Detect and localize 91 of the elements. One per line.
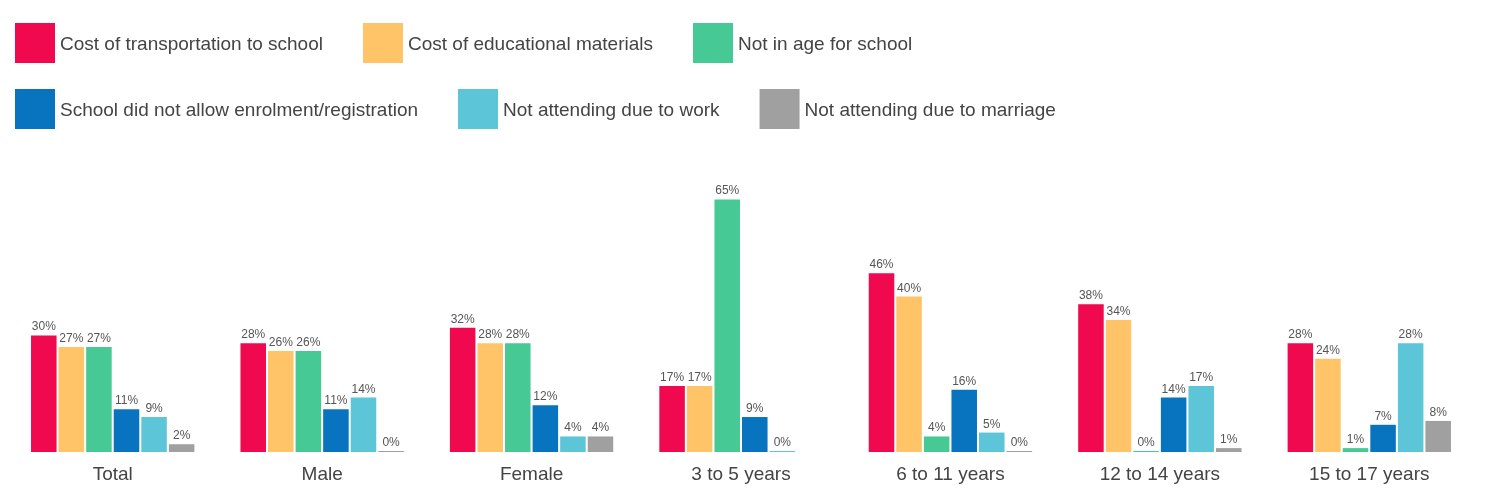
data-label: 14% xyxy=(1161,381,1186,396)
bar xyxy=(742,417,768,452)
data-label: 28% xyxy=(241,327,266,342)
data-label: 26% xyxy=(268,334,294,349)
bar xyxy=(113,409,140,452)
data-label: 46% xyxy=(869,257,894,272)
x-tick-label: 3 to 5 years xyxy=(691,463,791,484)
bar xyxy=(686,385,713,452)
bar xyxy=(1315,358,1341,452)
bar xyxy=(896,296,922,452)
bar xyxy=(1342,448,1369,452)
bar xyxy=(31,335,57,452)
bar xyxy=(587,436,614,452)
data-label: 0% xyxy=(1137,435,1156,449)
bar xyxy=(560,436,586,452)
bar xyxy=(1188,385,1214,452)
bar xyxy=(295,350,322,452)
data-label: 32% xyxy=(450,311,475,326)
legend-label: Cost of transportation to school xyxy=(60,32,323,54)
x-tick-label: 15 to 17 years xyxy=(1309,463,1430,484)
data-label: 0% xyxy=(382,435,401,449)
data-label: 40% xyxy=(897,280,922,295)
data-label: 9% xyxy=(145,401,164,416)
legend-label: Cost of educational materials xyxy=(407,32,653,54)
bar xyxy=(951,389,977,452)
data-label: 17% xyxy=(1189,369,1214,384)
data-label: 4% xyxy=(591,420,610,435)
bar xyxy=(1425,420,1451,452)
bar xyxy=(58,347,85,452)
bar xyxy=(979,432,1005,452)
legend-label: Not attending due to marriage xyxy=(804,98,1056,120)
bar xyxy=(86,347,112,452)
data-label: 0% xyxy=(773,435,792,449)
x-tick-label: 12 to 14 years xyxy=(1099,463,1221,484)
data-label: 7% xyxy=(1374,408,1393,423)
x-tick-label: Female xyxy=(499,463,564,484)
legend-label: Not in age for school xyxy=(737,32,913,54)
data-label: 38% xyxy=(1078,288,1104,303)
x-tick-label: Male xyxy=(301,463,343,484)
data-label: 11% xyxy=(324,393,348,408)
bar xyxy=(168,444,195,452)
data-label: 65% xyxy=(715,183,740,198)
data-label: 26% xyxy=(296,334,321,349)
data-label: 17% xyxy=(660,369,685,384)
data-label: 30% xyxy=(31,319,57,334)
data-label: 27% xyxy=(59,331,84,346)
legend-label: School did not allow enrolment/registration xyxy=(60,98,419,120)
data-label: 28% xyxy=(478,327,503,342)
bar xyxy=(868,273,895,452)
bar xyxy=(1287,343,1314,452)
data-label: 12% xyxy=(533,389,558,404)
data-label: 28% xyxy=(1398,327,1423,342)
bar xyxy=(449,327,476,452)
data-label: 2% xyxy=(172,428,191,443)
data-label: 8% xyxy=(1429,404,1448,419)
x-tick-label: Total xyxy=(92,463,133,484)
data-label: 28% xyxy=(1288,327,1313,342)
data-label: 24% xyxy=(1315,342,1341,357)
bar xyxy=(323,409,349,452)
legend-label: Not attending due to work xyxy=(503,98,721,120)
data-label: 28% xyxy=(505,327,531,342)
bar xyxy=(1397,343,1424,452)
bar xyxy=(714,199,740,452)
bar xyxy=(1105,319,1132,452)
data-label: 4% xyxy=(564,420,582,435)
data-label: 27% xyxy=(86,331,112,346)
bar xyxy=(1160,397,1187,452)
bar xyxy=(659,385,685,452)
bar xyxy=(268,350,294,452)
data-label: 0% xyxy=(1010,435,1029,449)
data-label: 34% xyxy=(1106,303,1131,318)
bar xyxy=(532,405,559,452)
bar xyxy=(240,343,266,452)
bar xyxy=(477,343,503,452)
data-label: 1% xyxy=(1220,432,1238,447)
bar xyxy=(1370,424,1396,452)
bar xyxy=(923,436,950,452)
bar xyxy=(350,397,377,452)
data-label: 17% xyxy=(687,369,712,384)
bar xyxy=(1078,304,1104,452)
data-label: 1% xyxy=(1346,432,1365,447)
bar xyxy=(1216,448,1242,452)
data-label: 14% xyxy=(351,381,376,396)
data-label: 16% xyxy=(952,373,977,388)
data-label: 4% xyxy=(927,420,946,435)
data-label: 11% xyxy=(114,393,139,408)
x-tick-label: 6 to 11 years xyxy=(896,463,1005,484)
bar xyxy=(141,417,167,452)
data-label: 5% xyxy=(983,416,1001,431)
bar xyxy=(505,343,531,452)
data-label: 9% xyxy=(746,401,764,416)
